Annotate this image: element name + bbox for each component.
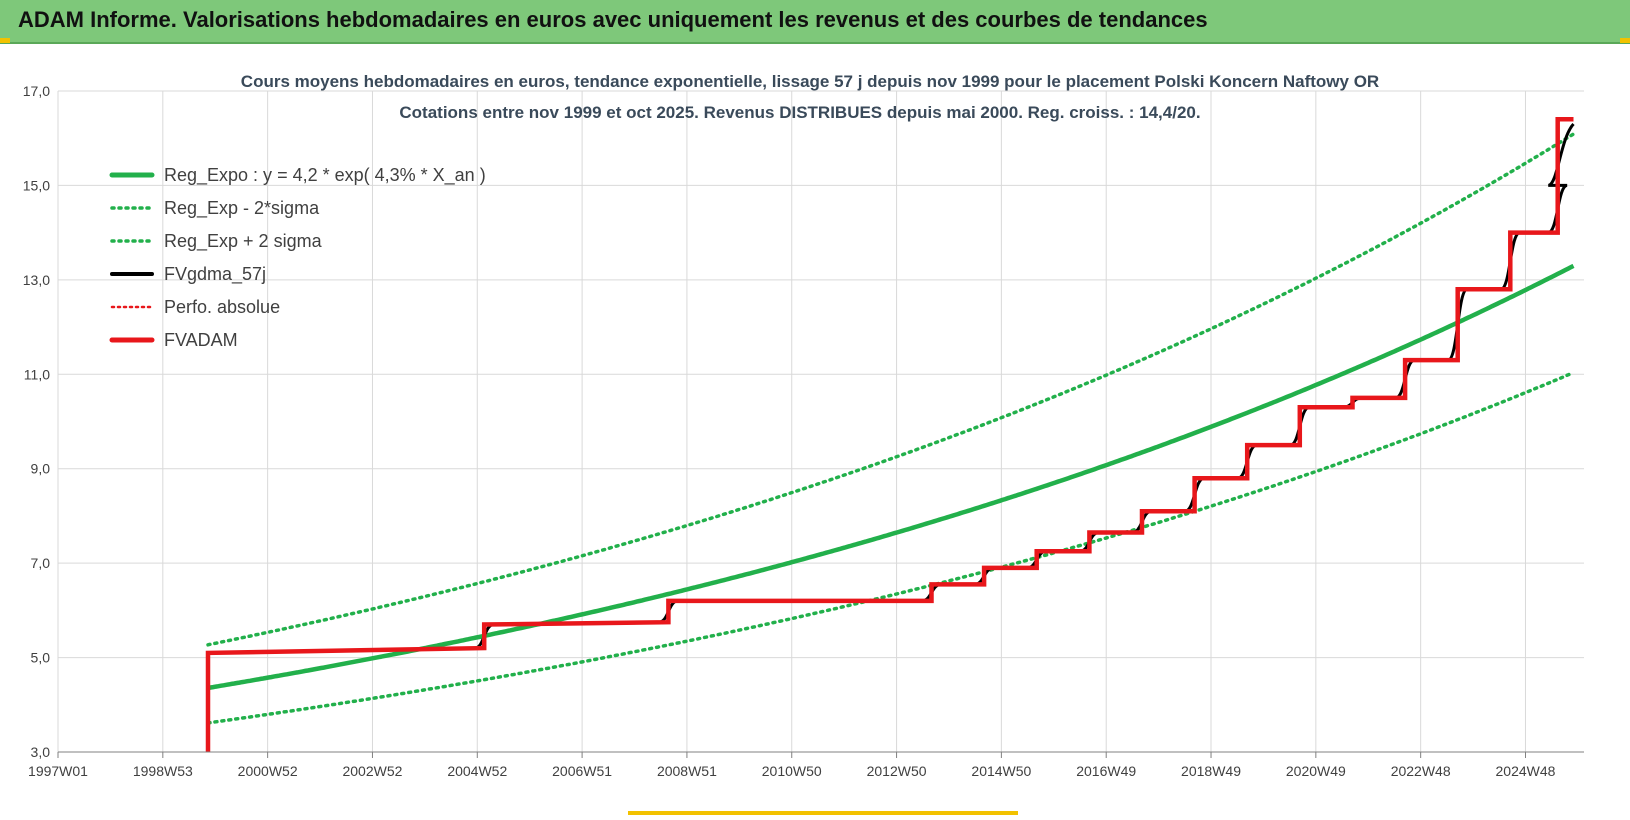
legend-label: FVgdma_57j xyxy=(164,264,266,285)
x-tick-label: 2016W49 xyxy=(1076,763,1136,779)
x-tick-label: 2022W48 xyxy=(1391,763,1451,779)
x-tick-label: 1997W01 xyxy=(28,763,88,779)
x-tick-label: 2008W51 xyxy=(657,763,717,779)
y-tick-label: 11,0 xyxy=(24,366,50,382)
x-tick-label: 2006W51 xyxy=(552,763,612,779)
title-banner: ADAM Informe. Valorisations hebdomadaire… xyxy=(0,0,1630,44)
x-tick-label: 2018W49 xyxy=(1181,763,1241,779)
x-tick-label: 2014W50 xyxy=(971,763,1031,779)
legend-label: Reg_Expo : y = 4,2 * exp( 4,3% * X_an ) xyxy=(164,165,486,186)
chart-area: Cours moyens hebdomadaires en euros, ten… xyxy=(0,44,1630,815)
y-tick-label: 9,0 xyxy=(31,461,51,477)
x-tick-label: 2010W50 xyxy=(762,763,822,779)
series-reg-plus-2sigma xyxy=(206,132,1576,647)
x-tick-label: 2004W52 xyxy=(447,763,507,779)
x-tick-label: 2000W52 xyxy=(238,763,298,779)
y-tick-label: 5,0 xyxy=(31,650,51,666)
x-tick-label: 2020W49 xyxy=(1286,763,1346,779)
y-tick-label: 17,0 xyxy=(23,83,50,99)
corner-marker xyxy=(1620,38,1630,43)
chart-subtitle: Cotations entre nov 1999 et oct 2025. Re… xyxy=(399,103,1200,122)
corner-marker xyxy=(0,38,10,43)
banner-title: ADAM Informe. Valorisations hebdomadaire… xyxy=(18,7,1208,32)
y-tick-label: 3,0 xyxy=(31,744,51,760)
chart-svg: Cours moyens hebdomadaires en euros, ten… xyxy=(23,72,1584,779)
series-fvadam xyxy=(205,117,1574,752)
y-tick-label: 15,0 xyxy=(23,177,50,193)
series-reg-expo xyxy=(207,263,1575,691)
y-tick-label: 7,0 xyxy=(31,555,51,571)
x-tick-label: 2002W52 xyxy=(342,763,402,779)
x-tick-label: 2024W48 xyxy=(1496,763,1556,779)
series-reg-minus-2sigma xyxy=(206,370,1576,725)
chart-title: Cours moyens hebdomadaires en euros, ten… xyxy=(241,72,1379,91)
x-tick-label: 1998W53 xyxy=(133,763,193,779)
legend-label: FVADAM xyxy=(164,330,238,350)
legend-label: Perfo. absolue xyxy=(164,297,280,317)
x-tick-label: 2012W50 xyxy=(867,763,927,779)
legend-label: Reg_Exp - 2*sigma xyxy=(164,198,320,219)
legend-label: Reg_Exp + 2 sigma xyxy=(164,231,323,252)
bottom-marker xyxy=(628,811,1018,815)
y-tick-label: 13,0 xyxy=(23,272,50,288)
